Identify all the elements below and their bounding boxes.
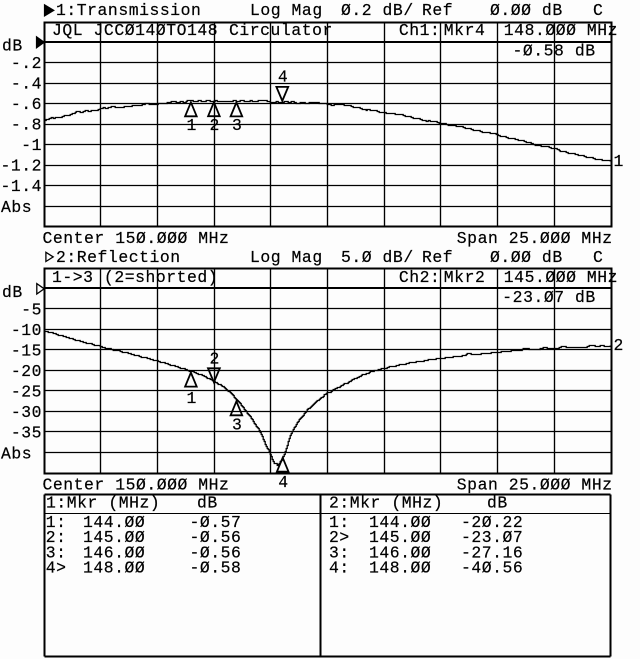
svg-text:-2Ø.22: -2Ø.22 [461,513,523,532]
svg-text:dB: dB [487,494,508,513]
svg-text:1: 1 [614,152,624,171]
svg-text:4:: 4: [329,559,350,578]
svg-text:1: 1 [187,389,197,408]
svg-text:-Ø.58: -Ø.58 [190,559,242,578]
svg-text:-.6: -.6 [11,95,42,114]
svg-text:148.ØØØ MHz: 148.ØØØ MHz [504,21,618,40]
svg-text:2: 2 [210,116,220,135]
svg-text:3: 3 [232,415,242,434]
svg-text:Ref: Ref [422,248,453,267]
svg-text:3:: 3: [46,543,67,562]
svg-text:dB: dB [197,494,218,513]
svg-text:-20: -20 [11,362,42,381]
svg-text:Mkr4: Mkr4 [444,21,486,40]
svg-text:-4Ø.56: -4Ø.56 [461,559,523,578]
svg-text:1->3 (2=shorted): 1->3 (2=shorted) [52,268,218,287]
svg-text:-15: -15 [11,342,42,361]
svg-text:-30: -30 [11,403,42,422]
svg-text:JQL JCCØ14ØTO148: JQL JCCØ14ØTO148 [52,21,218,40]
svg-text:dB: dB [2,37,23,56]
svg-text:Span 25.ØØØ MHz: Span 25.ØØØ MHz [457,475,613,494]
svg-text:1: 1 [187,116,197,135]
svg-text:Log Mag: Log Mag [250,1,323,20]
svg-text:1:: 1: [46,513,67,532]
svg-text:1:: 1: [329,513,350,532]
svg-text:2:Reflection: 2:Reflection [56,248,181,267]
svg-text:C: C [593,1,603,20]
svg-text:2>: 2> [329,528,350,547]
svg-text:Ch1:: Ch1: [399,21,441,40]
svg-text:4: 4 [278,68,288,87]
svg-text:2:: 2: [46,528,67,547]
svg-text:-1: -1 [21,136,42,155]
svg-text:C: C [593,248,603,267]
svg-text:2: 2 [614,336,624,355]
svg-text:-.4: -.4 [11,75,42,94]
svg-text:-5: -5 [21,301,42,320]
svg-text:Ø.ØØ dB: Ø.ØØ dB [490,1,563,20]
svg-text:2:Mkr (MHz): 2:Mkr (MHz) [329,494,443,513]
svg-text:Abs: Abs [1,445,32,464]
svg-text:5.Ø dB/: 5.Ø dB/ [341,248,414,267]
svg-text:2: 2 [210,350,220,369]
svg-text:-23.Ø7 dB: -23.Ø7 dB [502,288,595,307]
svg-text:148.ØØ: 148.ØØ [83,559,145,578]
svg-text:Ø.ØØ dB: Ø.ØØ dB [490,248,563,267]
svg-text:-.8: -.8 [11,116,42,135]
svg-text:-Ø.57: -Ø.57 [190,513,242,532]
svg-text:-.2: -.2 [11,54,42,73]
svg-text:1:Transmission: 1:Transmission [56,1,201,20]
svg-text:Span 25.ØØØ MHz: Span 25.ØØØ MHz [457,229,613,248]
svg-text:Log Mag: Log Mag [250,248,323,267]
svg-text:-Ø.56: -Ø.56 [190,528,242,547]
svg-text:dB: dB [2,283,23,302]
svg-text:Mkr2: Mkr2 [444,268,486,287]
svg-text:144.ØØ: 144.ØØ [83,513,145,532]
svg-text:Ch2:: Ch2: [399,268,441,287]
svg-text:-Ø.56: -Ø.56 [190,543,242,562]
svg-text:1:Mkr (MHz): 1:Mkr (MHz) [46,494,160,513]
svg-text:-23.Ø7: -23.Ø7 [461,528,523,547]
svg-text:3:: 3: [329,543,350,562]
svg-text:148.ØØ: 148.ØØ [369,559,431,578]
svg-text:-35: -35 [11,424,42,443]
svg-text:3: 3 [232,116,242,135]
svg-text:-1.2: -1.2 [0,157,42,176]
svg-text:4>: 4> [46,559,67,578]
svg-text:-25: -25 [11,383,42,402]
svg-text:144.ØØ: 144.ØØ [369,513,431,532]
svg-text:-Ø.58 dB: -Ø.58 dB [513,42,596,61]
svg-text:Circulator: Circulator [229,21,333,40]
svg-text:Ø.2 dB/: Ø.2 dB/ [341,1,414,20]
svg-text:145.ØØ: 145.ØØ [83,528,145,547]
svg-text:145.ØØ: 145.ØØ [369,528,431,547]
svg-text:146.ØØ: 146.ØØ [83,543,145,562]
svg-text:-10: -10 [11,321,42,340]
svg-text:-27.16: -27.16 [461,543,523,562]
svg-text:-1.4: -1.4 [0,177,42,196]
svg-text:4: 4 [278,473,288,492]
svg-text:Abs: Abs [1,198,32,217]
svg-text:145.ØØØ MHz: 145.ØØØ MHz [504,268,618,287]
svg-text:Center 15Ø.ØØØ MHz: Center 15Ø.ØØØ MHz [43,475,230,494]
svg-text:146.ØØ: 146.ØØ [369,543,431,562]
svg-text:Center 15Ø.ØØØ MHz: Center 15Ø.ØØØ MHz [43,229,230,248]
svg-text:Ref: Ref [422,1,453,20]
